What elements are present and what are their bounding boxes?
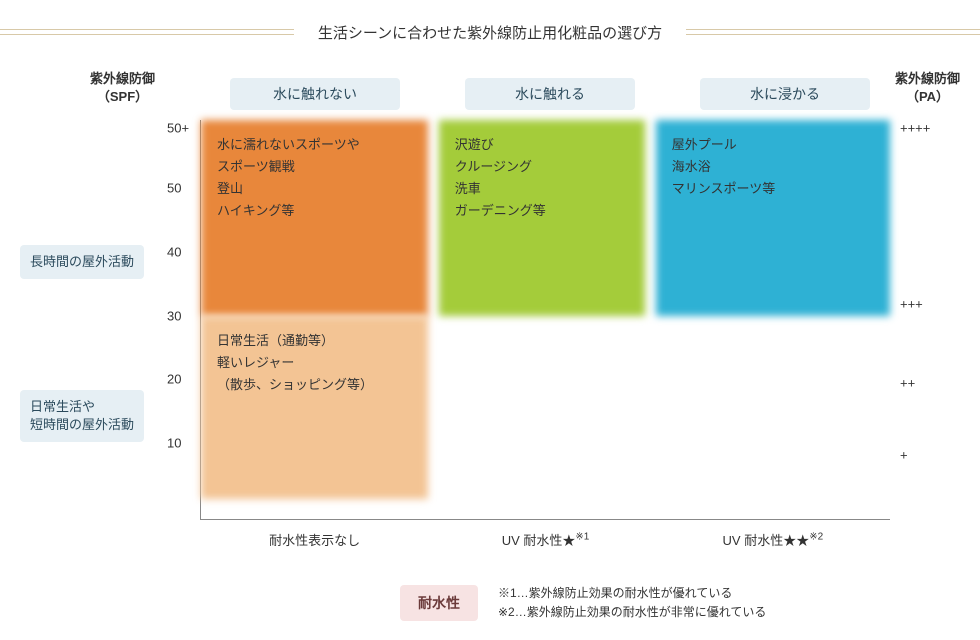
plot-area: 50+5040302010++++++++++水に濡れないスポーツやスポーツ観戦…	[200, 120, 890, 520]
column-header: 水に浸かる	[700, 78, 870, 110]
block-line: 登山	[217, 178, 412, 200]
spf-tick: 40	[167, 244, 181, 259]
activity-block: 日常生活（通勤等）軽いレジャー（散歩、ショッピング等）	[201, 316, 428, 500]
activity-block: 水に濡れないスポーツやスポーツ観戦登山ハイキング等	[201, 120, 428, 316]
block-line: 軽いレジャー	[217, 352, 412, 374]
footnote-line1: ※1…紫外線防止効果の耐水性が優れている	[498, 586, 732, 600]
footnote-badge: 耐水性	[400, 585, 478, 621]
block-line: （散歩、ショッピング等）	[217, 374, 412, 396]
block-line: 水に濡れないスポーツや	[217, 134, 412, 156]
row-label: 長時間の屋外活動	[20, 245, 144, 279]
activity-block: 屋外プール海水浴マリンスポーツ等	[656, 120, 890, 316]
x-category-label: 耐水性表示なし	[269, 530, 360, 549]
x-category-label: UV 耐水性★★※2	[723, 530, 824, 549]
block-line: クルージング	[455, 156, 630, 178]
pa-tick: ++	[900, 376, 940, 391]
row-label: 日常生活や短時間の屋外活動	[20, 390, 144, 442]
block-line: 海水浴	[672, 156, 874, 178]
block-line: 日常生活（通勤等）	[217, 330, 412, 352]
chart-area: 紫外線防御 （SPF） 紫外線防御 （PA） 水に触れない水に触れる水に浸かる …	[20, 70, 960, 560]
spf-axis-label-l2: （SPF）	[97, 89, 148, 104]
block-line: 屋外プール	[672, 134, 874, 156]
footnote-line2: ※2…紫外線防止効果の耐水性が非常に優れている	[498, 605, 766, 619]
column-header: 水に触れる	[465, 78, 635, 110]
spf-axis-label-l1: 紫外線防御	[90, 71, 155, 86]
block-line: スポーツ観戦	[217, 156, 412, 178]
pa-axis-label: 紫外線防御 （PA）	[895, 70, 960, 106]
x-category-label: UV 耐水性★※1	[502, 530, 590, 549]
column-header: 水に触れない	[230, 78, 400, 110]
block-line: 洗車	[455, 178, 630, 200]
spf-tick: 50+	[167, 120, 189, 135]
pa-tick: +++	[900, 296, 940, 311]
footnotes: 耐水性 ※1…紫外線防止効果の耐水性が優れている ※2…紫外線防止効果の耐水性が…	[400, 584, 960, 622]
block-line: 沢遊び	[455, 134, 630, 156]
spf-tick: 30	[167, 308, 181, 323]
pa-tick: ++++	[900, 120, 940, 135]
block-line: ガーデニング等	[455, 200, 630, 222]
pa-axis-label-l1: 紫外線防御	[895, 71, 960, 86]
pa-axis-label-l2: （PA）	[906, 89, 949, 104]
spf-tick: 50	[167, 180, 181, 195]
block-line: ハイキング等	[217, 200, 412, 222]
spf-axis-label: 紫外線防御 （SPF）	[90, 70, 155, 106]
page-title: 生活シーンに合わせた紫外線防止用化粧品の選び方	[294, 22, 686, 43]
pa-tick: +	[900, 448, 940, 463]
footnote-text: ※1…紫外線防止効果の耐水性が優れている ※2…紫外線防止効果の耐水性が非常に優…	[498, 584, 766, 622]
activity-block: 沢遊びクルージング洗車ガーデニング等	[439, 120, 646, 316]
block-line: マリンスポーツ等	[672, 178, 874, 200]
spf-tick: 20	[167, 372, 181, 387]
spf-tick: 10	[167, 436, 181, 451]
title-bar: 生活シーンに合わせた紫外線防止用化粧品の選び方	[0, 18, 980, 46]
